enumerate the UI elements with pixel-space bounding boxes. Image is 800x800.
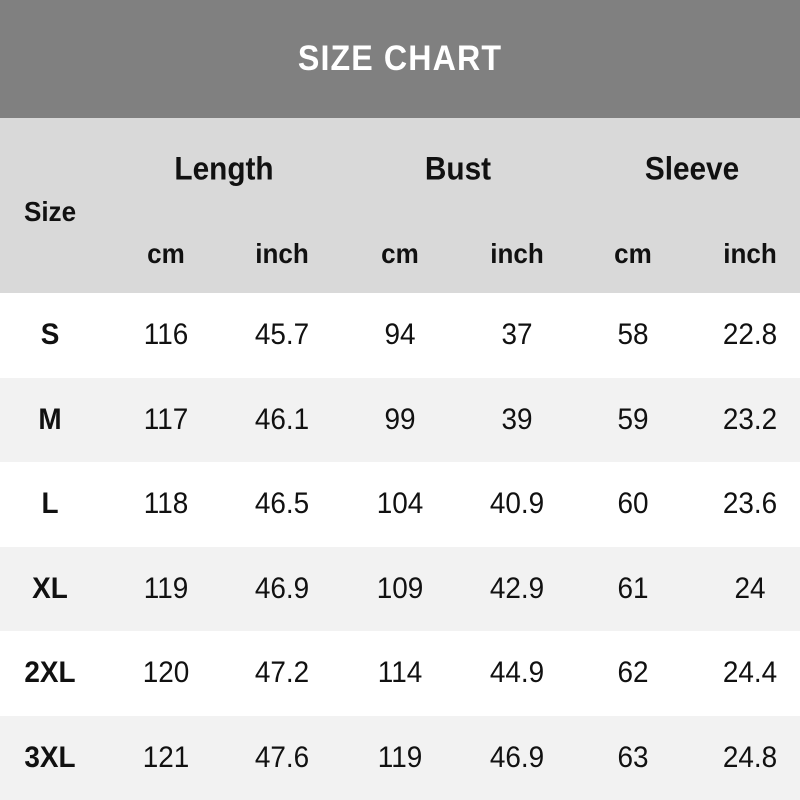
cell-size: L (41, 487, 59, 521)
header-unit-bust-cm: cm (381, 238, 419, 269)
page-title: SIZE CHART (297, 39, 503, 78)
cell-bust_inch: 40.9 (489, 487, 545, 521)
cell-size: S (40, 318, 60, 352)
cell-bust_cm: 109 (376, 571, 424, 605)
header-unit-sleeve-cm: cm (614, 238, 652, 269)
cell-length_inch: 46.5 (254, 487, 310, 521)
cell-bust_cm: 99 (384, 402, 416, 436)
cell-sleeve_cm: 62 (617, 656, 649, 690)
cell-length_inch: 46.9 (254, 571, 310, 605)
cell-length_inch: 46.1 (254, 402, 310, 436)
cell-length_inch: 45.7 (254, 318, 310, 352)
cell-bust_inch: 37 (501, 318, 533, 352)
title-banner: SIZE CHART (0, 0, 800, 118)
cell-bust_inch: 42.9 (489, 571, 545, 605)
cell-bust_cm: 119 (377, 740, 423, 774)
cell-sleeve_cm: 58 (617, 318, 649, 352)
table-row: M 117 46.1 99 39 59 23.2 (0, 377, 800, 462)
header-group-sleeve: Sleeve (644, 150, 740, 187)
cell-size: 2XL (24, 656, 76, 690)
header-group-length: Length (174, 150, 274, 187)
cell-length_cm: 117 (143, 402, 189, 436)
cell-bust_cm: 104 (376, 487, 424, 521)
header-unit-length-cm: cm (147, 238, 185, 269)
cell-bust_inch: 46.9 (489, 740, 545, 774)
cell-sleeve_inch: 24 (734, 571, 766, 605)
cell-length_cm: 116 (143, 318, 189, 352)
cell-bust_inch: 39 (501, 402, 533, 436)
cell-length_inch: 47.2 (254, 656, 310, 690)
cell-length_cm: 120 (142, 656, 190, 690)
cell-sleeve_cm: 61 (617, 571, 649, 605)
cell-size: XL (32, 571, 68, 605)
header-group-bust: Bust (424, 150, 492, 187)
header-unit-bust-inch: inch (490, 238, 544, 269)
cell-bust_cm: 114 (377, 656, 423, 690)
cell-sleeve_inch: 24.4 (722, 656, 778, 690)
cell-sleeve_inch: 24.8 (722, 740, 778, 774)
cell-sleeve_cm: 59 (617, 402, 649, 436)
table-header: Size Length Bust Sleeve cm inch cm inch … (0, 118, 800, 293)
cell-length_cm: 121 (142, 740, 190, 774)
cell-size: M (38, 402, 62, 436)
cell-length_cm: 119 (143, 571, 189, 605)
cell-bust_cm: 94 (384, 318, 416, 352)
header-size-label: Size (23, 196, 77, 227)
cell-sleeve_cm: 63 (617, 740, 649, 774)
table-row: XL 119 46.9 109 42.9 61 24 (0, 546, 800, 631)
cell-size: 3XL (24, 740, 76, 774)
table-row: S 116 45.7 94 37 58 22.8 (0, 293, 800, 378)
cell-length_cm: 118 (143, 487, 189, 521)
cell-sleeve_cm: 60 (617, 487, 649, 521)
cell-bust_inch: 44.9 (489, 656, 545, 690)
header-unit-sleeve-inch: inch (723, 238, 777, 269)
cell-sleeve_inch: 23.6 (722, 487, 778, 521)
header-unit-length-inch: inch (255, 238, 309, 269)
cell-sleeve_inch: 22.8 (722, 318, 778, 352)
cell-sleeve_inch: 23.2 (722, 402, 778, 436)
table-row: 3XL 121 47.6 119 46.9 63 24.8 (0, 715, 800, 800)
table-row: 2XL 120 47.2 114 44.9 62 24.4 (0, 631, 800, 716)
cell-length_inch: 47.6 (254, 740, 310, 774)
table-body: S 116 45.7 94 37 58 22.8 M 117 46.1 99 39 59 23.2 L 118… (0, 293, 800, 800)
table-row: L 118 46.5 104 40.9 60 23.6 (0, 462, 800, 547)
